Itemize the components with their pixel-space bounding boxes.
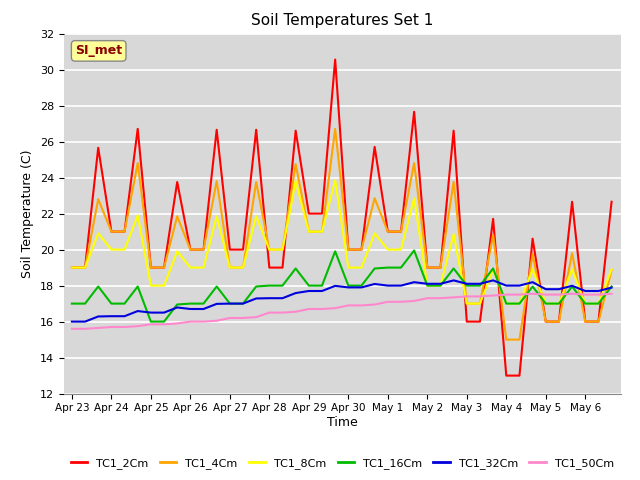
X-axis label: Time: Time bbox=[327, 416, 358, 429]
Legend: TC1_2Cm, TC1_4Cm, TC1_8Cm, TC1_16Cm, TC1_32Cm, TC1_50Cm: TC1_2Cm, TC1_4Cm, TC1_8Cm, TC1_16Cm, TC1… bbox=[67, 453, 618, 473]
Y-axis label: Soil Temperature (C): Soil Temperature (C) bbox=[22, 149, 35, 278]
Text: SI_met: SI_met bbox=[75, 44, 122, 58]
Title: Soil Temperatures Set 1: Soil Temperatures Set 1 bbox=[252, 13, 433, 28]
